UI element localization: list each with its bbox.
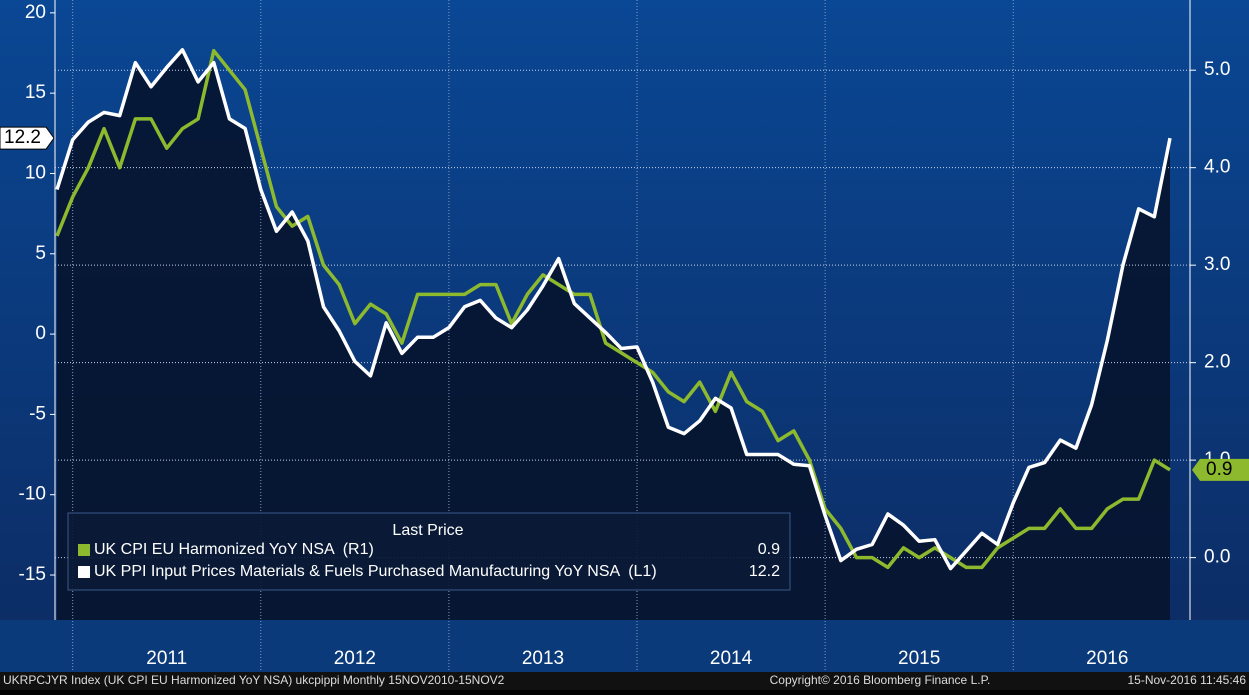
- legend-box: [67, 512, 791, 591]
- x-tick-label: 2014: [710, 648, 753, 669]
- legend-value: 0.9: [758, 541, 780, 558]
- y2-tick-label: 5.0: [1204, 59, 1230, 80]
- legend-value: 12.2: [749, 563, 780, 580]
- footer-band: [0, 672, 1249, 690]
- legend-label: UK CPI EU Harmonized YoY NSA (R1): [94, 541, 374, 558]
- footer-center: Copyright© 2016 Bloomberg Finance L.P.: [770, 673, 991, 687]
- legend-label: UK PPI Input Prices Materials & Fuels Pu…: [94, 563, 657, 580]
- legend-swatch: [78, 544, 90, 556]
- x-tick-label: 2015: [898, 648, 940, 669]
- last-value-tag: [1192, 458, 1249, 481]
- series-line: [55, 48, 1172, 571]
- y-tick-label: 5: [35, 243, 46, 264]
- area: [57, 49, 1170, 621]
- legend-title: Last Price: [392, 522, 463, 539]
- y2-tick-label: 3.0: [1204, 254, 1230, 275]
- y-tick-label: 10: [25, 162, 46, 183]
- x-axis-band: [0, 620, 1249, 672]
- x-tick-label: 2011: [146, 648, 187, 669]
- last-value-label: 12.2: [4, 127, 41, 148]
- x-tick-label: 2013: [522, 648, 564, 669]
- last-value-tag: [0, 126, 55, 150]
- y-tick-label: 15: [25, 82, 46, 103]
- x-tick-label: 2012: [334, 648, 376, 669]
- y-tick-label: -15: [19, 564, 46, 585]
- y-tick-label: -10: [19, 484, 46, 505]
- last-value-label: 0.9: [1206, 459, 1232, 480]
- x-tick-label: 2016: [1086, 648, 1128, 669]
- footer-left: UKRPCJYR Index (UK CPI EU Harmonized YoY…: [3, 673, 505, 687]
- y2-tick-label: 2.0: [1204, 352, 1230, 373]
- footer-right: 15-Nov-2016 11:45:46: [1127, 673, 1246, 687]
- legend-swatch: [78, 566, 90, 578]
- y2-tick-label: 0.0: [1204, 547, 1230, 568]
- series-line: [55, 48, 1171, 570]
- y-tick-label: 20: [25, 2, 46, 23]
- y-tick-label: -5: [29, 403, 46, 424]
- y-tick-label: 0: [35, 323, 46, 344]
- y2-tick-label: 4.0: [1204, 157, 1230, 178]
